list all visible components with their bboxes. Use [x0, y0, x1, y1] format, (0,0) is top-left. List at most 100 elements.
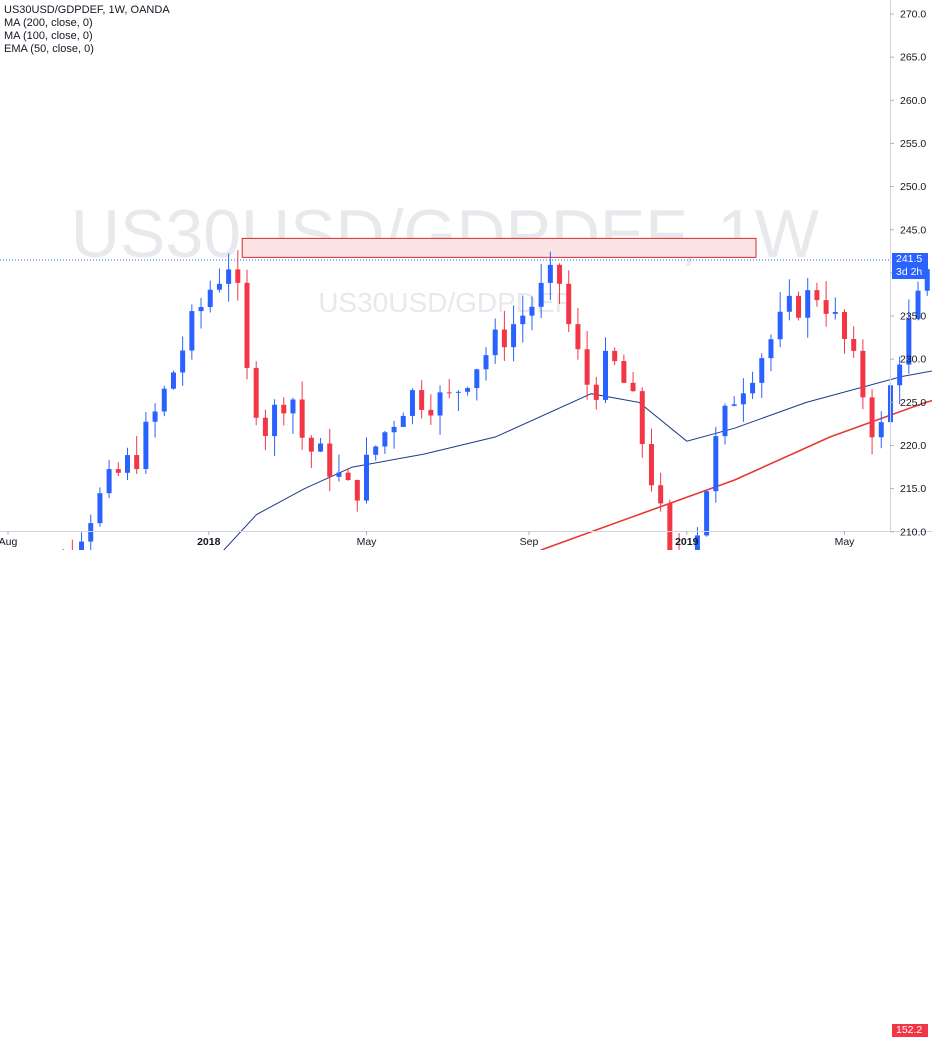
watermark-large: US30USD/GDPDEF, 1W [71, 196, 819, 272]
candle-body [217, 284, 222, 290]
y-tick-label: 225.0 [900, 397, 926, 409]
candle-body [300, 400, 305, 438]
candle-body [557, 265, 562, 284]
candle-body [438, 392, 443, 415]
candle-body [603, 351, 608, 400]
candle-body [419, 390, 424, 410]
candle-body [401, 416, 406, 427]
y-tick-label: 230.0 [900, 354, 926, 366]
y-tick-label: 260.0 [900, 95, 926, 107]
resistance-zone-rect[interactable] [242, 238, 756, 257]
candle-body [529, 307, 534, 316]
candle-body [346, 473, 351, 480]
legend-symbol[interactable]: US30USD/GDPDEF, 1W, OANDA [4, 4, 170, 17]
candle-body [778, 312, 783, 339]
x-tick-label: May [357, 536, 378, 548]
candle-body [97, 493, 102, 523]
candle-body [814, 290, 819, 300]
candle-body [263, 418, 268, 436]
candle-body [309, 438, 314, 452]
candle-body [759, 358, 764, 383]
candle-body [79, 542, 84, 550]
legend-ma100[interactable]: MA (100, close, 0) [4, 30, 170, 43]
candle-body [704, 491, 709, 535]
candle-body [796, 296, 801, 318]
legend-ma200[interactable]: MA (200, close, 0) [4, 17, 170, 30]
candle-body [364, 455, 369, 501]
last-price-tag: 241.5 [892, 253, 928, 266]
low-level-tag: 152.2 [892, 1024, 928, 1037]
candle-body [833, 312, 838, 314]
candle-body [713, 436, 718, 491]
candle-body [594, 385, 599, 400]
chart-legend: US30USD/GDPDEF, 1W, OANDA MA (200, close… [4, 4, 170, 56]
candle-body [805, 290, 810, 318]
candle-body [134, 455, 139, 469]
candle-body [750, 383, 755, 393]
y-tick-label: 265.0 [900, 52, 926, 64]
y-tick-label: 220.0 [900, 440, 926, 452]
resistance-zone[interactable] [242, 238, 756, 257]
candle-body [741, 393, 746, 404]
candle-body [153, 412, 158, 422]
price-chart[interactable]: US30USD/GDPDEF, 1W US30USD/GDPDEF 155.01… [0, 0, 932, 550]
candle-body [281, 405, 286, 414]
chart-background [0, 0, 932, 550]
y-tick-label: 235.0 [900, 311, 926, 323]
x-tick-label: Sep [520, 536, 539, 548]
candle-body [290, 400, 295, 414]
candle-body [502, 330, 507, 348]
candle-body [373, 447, 378, 455]
candle-body [649, 444, 654, 485]
candle-body [235, 269, 240, 282]
candle-body [456, 392, 461, 393]
candle-body [116, 469, 121, 473]
candle-body [474, 369, 479, 388]
candle-body [272, 405, 277, 436]
candle-body [621, 361, 626, 383]
x-tick-label: May [835, 536, 856, 548]
candle-body [667, 503, 672, 550]
candle-body [355, 480, 360, 501]
candle-body [465, 388, 470, 392]
candle-body [732, 404, 737, 406]
candle-body [511, 324, 516, 347]
candle-body [548, 265, 553, 283]
candle-body [107, 469, 112, 493]
candle-body [226, 269, 231, 283]
y-tick-label: 250.0 [900, 181, 926, 193]
y-tick-label: 270.0 [900, 9, 926, 21]
candle-body [125, 455, 130, 473]
candle-body [171, 372, 176, 388]
x-tick-label: Aug [0, 536, 17, 548]
candle-body [575, 324, 580, 349]
candle-body [382, 432, 387, 446]
candle-body [787, 296, 792, 312]
candle-body [327, 444, 332, 477]
candle-body [493, 330, 498, 356]
y-tick-label: 255.0 [900, 138, 926, 150]
candle-body [189, 311, 194, 350]
candle-body [180, 351, 185, 373]
y-tick-label: 245.0 [900, 224, 926, 236]
candle-body [428, 410, 433, 416]
candle-body [860, 351, 865, 398]
legend-ema50[interactable]: EMA (50, close, 0) [4, 43, 170, 56]
candle-body [318, 444, 323, 452]
candle-body [851, 339, 856, 351]
candle-body [870, 397, 875, 437]
candle-body [640, 391, 645, 444]
y-tick-label: 210.0 [900, 526, 926, 538]
candle-body [208, 290, 213, 307]
candle-body [143, 422, 148, 469]
y-tick-label: 215.0 [900, 483, 926, 495]
candle-body [199, 307, 204, 311]
candle-body [897, 365, 902, 386]
candle-body [723, 406, 728, 436]
x-tick-label: 2019 [675, 536, 699, 548]
candle-body [484, 355, 489, 369]
candle-body [879, 422, 884, 437]
candle-body [612, 351, 617, 361]
candle-body [336, 473, 341, 477]
candle-body [658, 485, 663, 503]
